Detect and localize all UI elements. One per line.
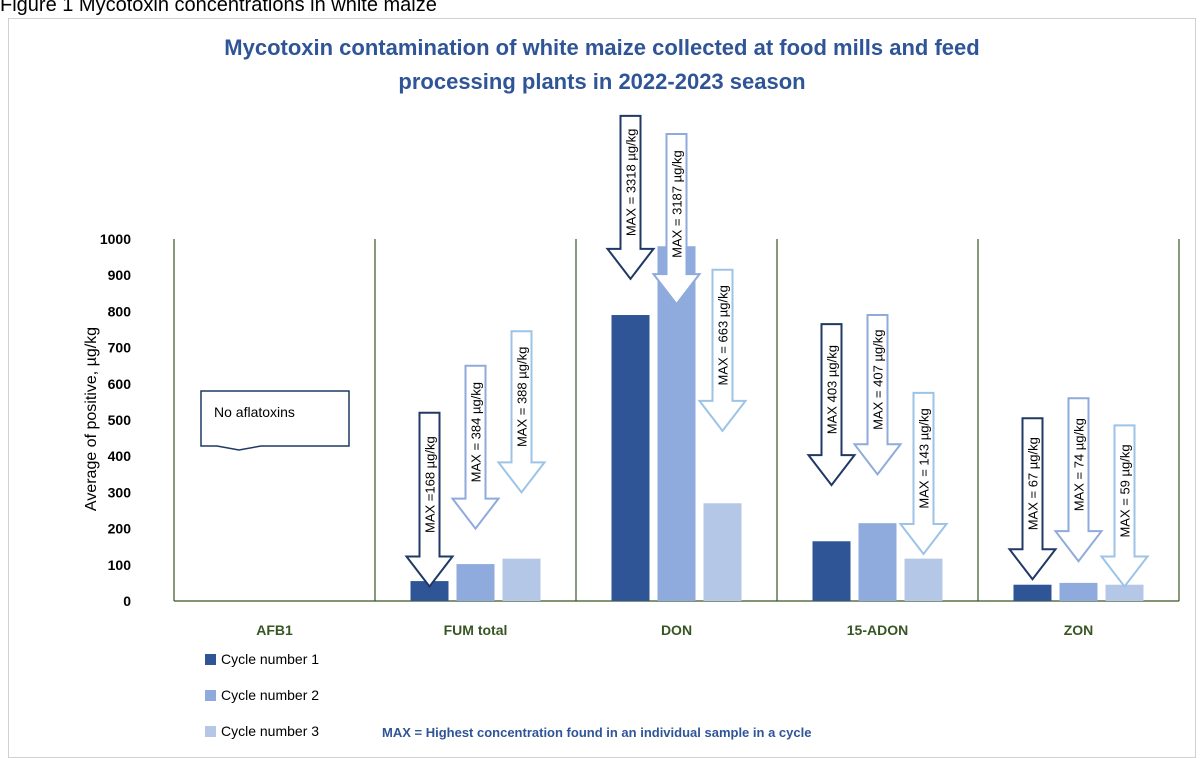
chart-svg: Mycotoxin contamination of white maize c… xyxy=(83,35,1180,740)
max-label: MAX = 663 µg/kg xyxy=(716,285,731,385)
max-arrow xyxy=(1099,424,1150,589)
bar-zon-cycle-3 xyxy=(1105,584,1144,601)
max-arrow xyxy=(852,314,903,476)
bar-don-cycle-1 xyxy=(611,315,650,601)
bar-15-adon-cycle-2 xyxy=(858,523,897,601)
figure-caption: Figure 1 Mycotoxin concentrations in whi… xyxy=(0,0,437,16)
bar-15-adon-cycle-1 xyxy=(812,541,851,601)
max-arrow xyxy=(697,268,748,433)
y-tick-label: 400 xyxy=(108,448,132,464)
plot-area: 0 100 200 300 400 500 600 700 800 900 1000 AFB1 FUM … xyxy=(100,231,1180,638)
chart-title-line-2: processing plants in 2022-2023 season xyxy=(398,69,805,94)
max-arrow xyxy=(1053,397,1104,563)
bar-zon-cycle-2 xyxy=(1059,582,1098,601)
bar-fum-total-cycle-3 xyxy=(502,558,541,601)
x-tick-label: FUM total xyxy=(444,622,508,638)
max-arrow xyxy=(450,364,501,531)
max-arrow xyxy=(605,114,656,281)
max-label: MAX = 384 µg/kg xyxy=(469,382,484,482)
max-label: MAX = 3187 µg/kg xyxy=(670,150,685,258)
y-tick-label: 700 xyxy=(108,340,132,356)
y-axis-label: Average of positive, µg/kg xyxy=(83,327,100,511)
legend-swatch-cycle-2 xyxy=(205,690,216,701)
y-tick-label: 100 xyxy=(108,557,132,573)
legend: Cycle number 1 Cycle number 2 Cycle number… xyxy=(205,651,319,739)
max-arrow xyxy=(1007,417,1058,581)
y-tick-label: 0 xyxy=(123,593,131,609)
max-arrow xyxy=(806,323,857,487)
max-annotations-group: MAX =168 µg/kg MAX = 384 µg/kg MAX = 388 µ… xyxy=(404,114,1150,589)
max-footnote: MAX = Highest concentration found in an … xyxy=(382,725,811,740)
y-tick-label: 1000 xyxy=(100,231,131,247)
x-tick-label: DON xyxy=(661,622,692,638)
max-label: MAX = 3318 µg/kg xyxy=(624,129,639,237)
max-label: MAX = 143 µg/kg xyxy=(917,408,932,508)
y-tick-label: 600 xyxy=(108,376,132,392)
x-tick-label: AFB1 xyxy=(256,622,293,638)
max-label: MAX = 59 µg/kg xyxy=(1118,444,1133,537)
max-arrow xyxy=(496,330,547,495)
y-tick-label: 200 xyxy=(108,521,132,537)
x-tick-label: 15-ADON xyxy=(847,622,908,638)
max-arrow xyxy=(898,391,949,556)
max-arrow xyxy=(404,411,455,589)
y-tick-label: 500 xyxy=(108,412,132,428)
bar-fum-total-cycle-2 xyxy=(456,564,495,601)
bar-15-adon-cycle-3 xyxy=(904,558,943,601)
y-tick-label: 800 xyxy=(108,303,132,319)
bar-zon-cycle-1 xyxy=(1013,584,1052,601)
max-arrow xyxy=(651,133,702,306)
no-aflatoxins-label: No aflatoxins xyxy=(214,404,295,420)
max-label: MAX = 388 µg/kg xyxy=(515,347,530,447)
x-tick-label: ZON xyxy=(1064,622,1094,638)
y-tick-label: 300 xyxy=(108,484,132,500)
max-label: MAX = 74 µg/kg xyxy=(1072,418,1087,511)
chart-title-line-1: Mycotoxin contamination of white maize c… xyxy=(224,35,979,60)
legend-label-cycle-1: Cycle number 1 xyxy=(221,651,319,667)
bar-fum-total-cycle-1 xyxy=(410,581,449,601)
max-label: MAX = 407 µg/kg xyxy=(871,329,886,429)
y-tick-label: 900 xyxy=(108,267,132,283)
chart-frame: Mycotoxin contamination of white maize c… xyxy=(8,18,1196,758)
max-label: MAX 403 µg/kg xyxy=(825,345,840,434)
legend-swatch-cycle-1 xyxy=(205,654,216,665)
max-label: MAX = 67 µg/kg xyxy=(1026,437,1041,530)
legend-label-cycle-3: Cycle number 3 xyxy=(221,723,319,739)
bar-don-cycle-3 xyxy=(703,503,742,601)
legend-label-cycle-2: Cycle number 2 xyxy=(221,687,319,703)
no-aflatoxins-box: No aflatoxins xyxy=(200,390,350,451)
legend-swatch-cycle-3 xyxy=(205,726,216,737)
max-label: MAX =168 µg/kg xyxy=(423,436,438,533)
